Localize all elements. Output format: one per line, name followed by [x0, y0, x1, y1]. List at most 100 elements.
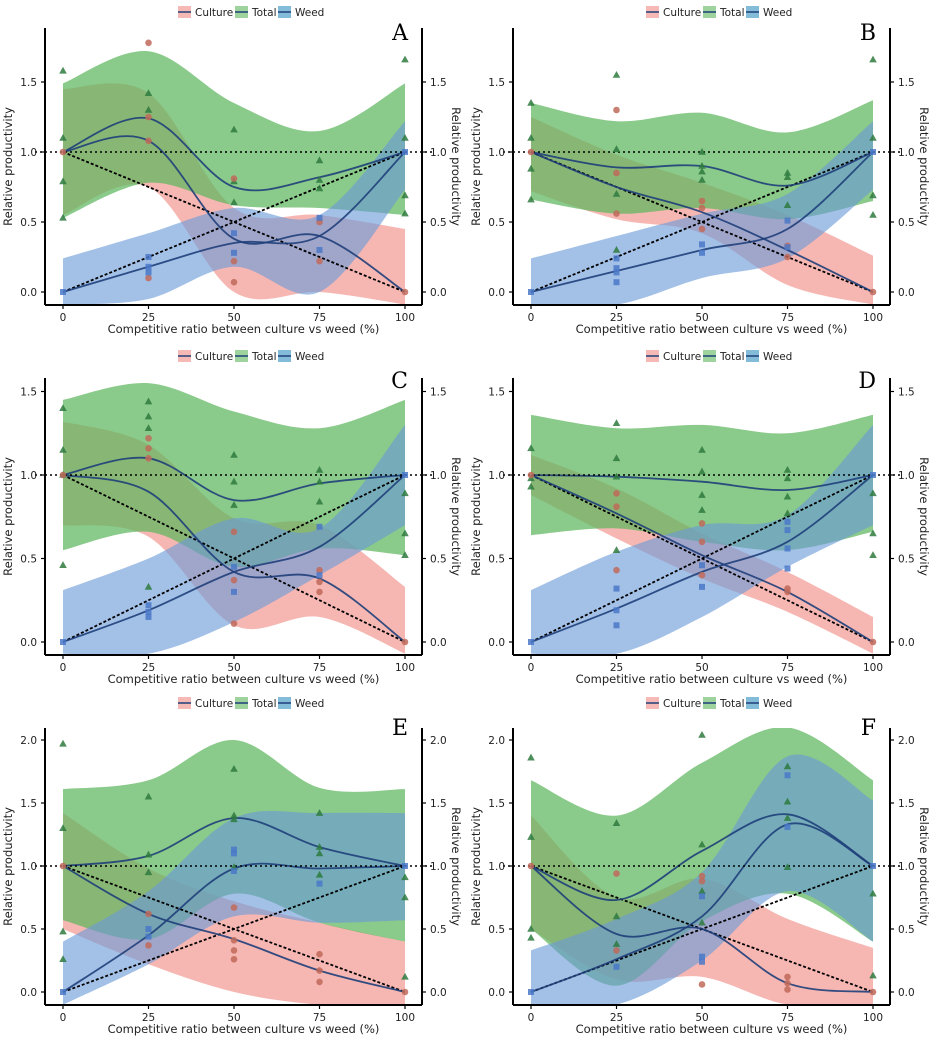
point-culture — [784, 253, 791, 261]
legend-item-culture: Culture — [646, 697, 701, 710]
point-total — [59, 177, 67, 185]
point-weed — [60, 639, 66, 645]
legend-item-weed: Weed — [746, 350, 792, 363]
y-tick-label-right: 0.0 — [430, 987, 447, 999]
y-tick-label-right: 1.0 — [430, 861, 447, 873]
point-weed — [528, 989, 534, 995]
point-total — [527, 833, 535, 840]
point-weed — [699, 562, 705, 569]
point-weed — [870, 863, 876, 869]
point-total — [869, 971, 877, 979]
point-total — [783, 201, 792, 208]
point-culture — [316, 967, 323, 974]
point-weed — [699, 893, 705, 900]
y-tick-label-right: 0.5 — [430, 924, 447, 936]
y-tick-label-left: 1.5 — [20, 387, 37, 399]
point-culture — [230, 175, 238, 182]
point-weed — [402, 863, 408, 869]
point-total — [612, 454, 621, 462]
point-total — [612, 419, 621, 427]
point-culture — [401, 288, 409, 296]
point-total — [527, 925, 535, 932]
legend-label: Culture — [195, 7, 233, 19]
y-tick-label-right: 0.0 — [898, 287, 915, 299]
point-culture — [145, 137, 152, 145]
y-tick-label-left: 1.0 — [488, 147, 505, 159]
point-total — [230, 815, 238, 823]
point-total — [698, 148, 706, 155]
point-culture — [145, 910, 152, 918]
fit-line-weed — [530, 474, 874, 643]
legend-label: Total — [251, 7, 277, 19]
point-total — [869, 489, 877, 497]
point-culture — [145, 113, 152, 121]
y-tick-label-right: 0.5 — [430, 217, 447, 229]
point-culture — [316, 588, 323, 596]
point-total — [869, 211, 877, 218]
x-axis-label: Competitive ratio between culture vs wee… — [108, 1022, 380, 1036]
y-tick-label-left: 1.5 — [488, 387, 505, 399]
point-total — [612, 71, 621, 78]
point-total — [698, 491, 706, 498]
legend-label: Total — [719, 351, 745, 363]
x-axis-label: Competitive ratio between culture vs wee… — [108, 322, 380, 336]
point-total — [698, 887, 706, 894]
point-total — [315, 809, 324, 816]
point-total — [230, 764, 238, 772]
fit-line-culture — [530, 474, 874, 643]
point-total — [612, 819, 621, 826]
point-weed — [613, 279, 620, 286]
point-culture — [145, 455, 152, 462]
point-weed — [231, 563, 237, 570]
y-tick-label-left: 1.0 — [488, 470, 505, 482]
point-weed — [699, 583, 705, 590]
y-tick-label-left: 0.5 — [20, 554, 37, 566]
point-weed — [784, 518, 791, 525]
panel-letter: B — [860, 21, 876, 46]
y-tick-label-left: 0.0 — [488, 637, 505, 649]
point-weed — [316, 214, 323, 221]
y-tick-label-right: 0.0 — [898, 637, 915, 649]
point-total — [144, 412, 153, 420]
y-tick-label-left: 0.0 — [488, 987, 505, 999]
point-weed — [613, 622, 620, 629]
fit-line-total — [62, 456, 406, 502]
point-total — [59, 561, 67, 568]
y-tick-label-right: 1.0 — [430, 147, 447, 159]
point-weed — [231, 588, 237, 595]
point-culture — [59, 471, 67, 479]
y-tick-label-left: 1.5 — [488, 798, 505, 810]
point-weed — [145, 613, 152, 620]
point-total — [230, 811, 238, 819]
fit-line-weed — [62, 151, 406, 293]
y-tick-label-right: 2.0 — [430, 735, 447, 747]
point-total — [401, 972, 409, 980]
y-tick-label-left: 2.0 — [20, 735, 37, 747]
point-total — [59, 824, 67, 831]
band-weed — [63, 424, 405, 655]
plot-area — [530, 728, 874, 1005]
point-culture — [145, 434, 152, 442]
point-culture — [316, 578, 323, 586]
y-tick-label-right: 1.5 — [898, 798, 915, 810]
legend-item-weed: Weed — [746, 6, 792, 19]
point-weed — [145, 254, 152, 260]
x-tick-label: 75 — [313, 1012, 326, 1024]
point-culture — [869, 988, 877, 996]
legend-item-total: Total — [235, 350, 277, 363]
point-weed — [870, 149, 876, 155]
panel-letter: D — [858, 369, 876, 394]
point-total — [527, 444, 535, 452]
point-total — [783, 814, 792, 821]
y-tick-label-left: 1.0 — [488, 861, 505, 873]
y-tick-label-right: 1.5 — [898, 77, 915, 89]
point-culture — [230, 528, 238, 536]
point-weed — [145, 926, 152, 932]
y-tick-label-left: 0.0 — [488, 287, 505, 299]
point-culture — [698, 877, 706, 885]
point-total — [783, 509, 792, 517]
point-culture — [613, 566, 620, 574]
x-axis-label: Competitive ratio between culture vs wee… — [576, 672, 848, 686]
fit-line-culture — [530, 151, 874, 293]
